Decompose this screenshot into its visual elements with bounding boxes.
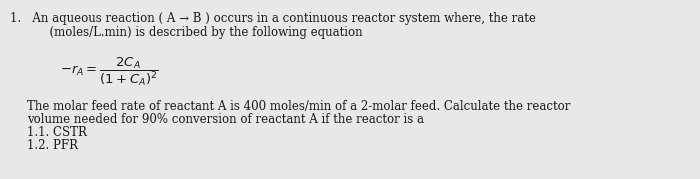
Text: 1.2. PFR: 1.2. PFR: [27, 139, 78, 152]
Text: volume needed for 90% conversion of reactant A if the reactor is a: volume needed for 90% conversion of reac…: [27, 113, 424, 126]
Text: The molar feed rate of reactant A is 400 moles/min of a 2-molar feed. Calculate : The molar feed rate of reactant A is 400…: [27, 100, 570, 113]
Text: (moles/L.min) is described by the following equation: (moles/L.min) is described by the follow…: [27, 26, 363, 39]
Text: $-r_{A} = \dfrac{2C_{A}}{(1+C_{A})^{2}}$: $-r_{A} = \dfrac{2C_{A}}{(1+C_{A})^{2}}$: [60, 55, 159, 88]
Text: 1.   An aqueous reaction ( A → B ) occurs in a continuous reactor system where, : 1. An aqueous reaction ( A → B ) occurs …: [10, 12, 536, 25]
Text: 1.1. CSTR: 1.1. CSTR: [27, 126, 87, 139]
